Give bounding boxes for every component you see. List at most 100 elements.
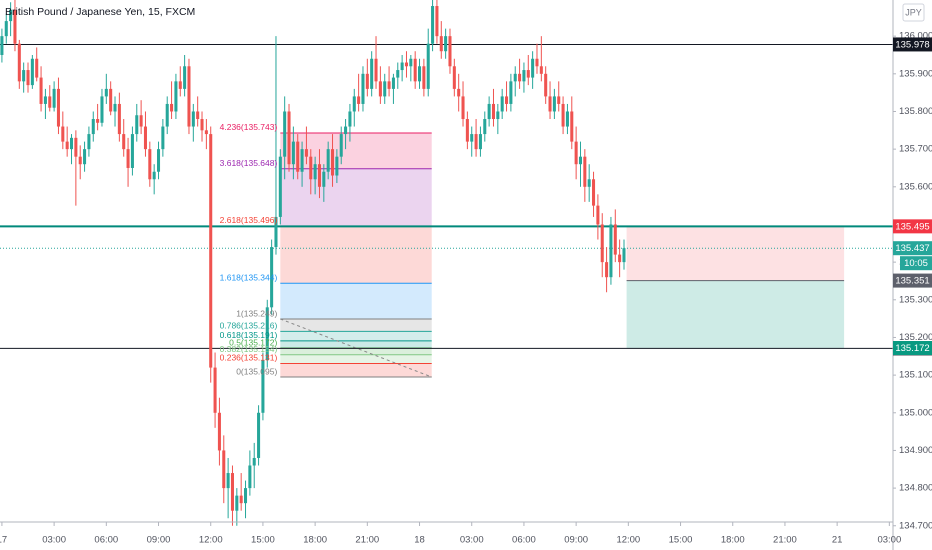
candle-body	[244, 488, 248, 504]
candle-body	[400, 62, 404, 71]
candle-body	[156, 149, 161, 172]
fib-zone	[280, 319, 432, 332]
current-price-tag: 135.437	[895, 243, 929, 254]
candle-body	[496, 111, 500, 120]
candle-body	[204, 130, 208, 135]
candle-body	[39, 77, 43, 104]
candle-body	[165, 103, 169, 127]
hline-price-tag-bg	[893, 37, 932, 52]
x-tick-label: 09:00	[564, 535, 588, 546]
candle-body	[287, 111, 291, 165]
candle-body	[431, 6, 435, 44]
x-tick-label: 03:00	[42, 535, 66, 546]
candle-body	[435, 6, 439, 37]
candle-body	[135, 115, 139, 135]
candle-body	[191, 111, 195, 127]
candle-body	[117, 103, 121, 135]
fib-label: 4.236(135.743)	[220, 122, 278, 132]
candle-body	[43, 96, 47, 104]
fib-zone	[280, 348, 432, 355]
x-tick-label: 12:00	[199, 535, 223, 546]
chart-title: British Pound / Japanese Yen, 15, FXCM	[5, 6, 195, 18]
candle-body	[152, 171, 156, 180]
x-tick-label: 18:00	[721, 535, 745, 546]
candle-body	[548, 96, 552, 112]
candle-body	[274, 216, 278, 248]
candle-body	[526, 70, 530, 78]
candle-body	[592, 179, 596, 206]
candle-body	[404, 62, 409, 67]
candle-body	[539, 66, 543, 74]
currency-button[interactable]	[902, 3, 925, 22]
candle-body	[91, 119, 95, 135]
candle-body	[357, 96, 361, 104]
y-tick-label: 135.700	[899, 144, 932, 155]
candle-body	[265, 307, 269, 361]
candle-body	[230, 473, 234, 511]
candle-body	[235, 495, 239, 511]
fib-label: 0(135.095)	[236, 366, 277, 376]
candle-body	[300, 149, 304, 172]
candle-body	[600, 224, 604, 263]
candle-body	[257, 412, 261, 458]
fib-label: 0.618(135.191)	[220, 330, 278, 340]
candle-body	[561, 103, 565, 127]
candle-body	[374, 58, 378, 82]
y-tick-label: 134.900	[899, 445, 932, 456]
candle-body	[122, 134, 126, 150]
x-tick-label: 03:00	[460, 535, 484, 546]
fib-label: 1.618(135.344)	[220, 272, 278, 282]
target-price-tag: 135.172	[895, 343, 929, 354]
candle-body	[113, 103, 117, 112]
stop-price-tag-bg	[893, 219, 932, 234]
x-tick-label: 18	[414, 535, 425, 546]
countdown: 10:05	[904, 258, 928, 269]
candle-body	[17, 43, 21, 82]
candle-body	[248, 465, 252, 489]
candle-body	[505, 96, 509, 104]
candle-body	[100, 96, 104, 123]
candle-body	[9, 9, 13, 22]
candle-body	[22, 70, 26, 82]
candle-body	[213, 367, 217, 413]
fib-label: 0.5(135.172)	[229, 337, 277, 347]
candle-body	[143, 126, 147, 150]
candle-body	[174, 81, 178, 112]
currency-label[interactable]: JPY	[905, 7, 922, 17]
candle-body	[261, 360, 265, 413]
candle-body	[570, 111, 574, 142]
candle-body	[226, 473, 230, 489]
candle-body	[478, 134, 482, 150]
y-tick-label: 135.100	[899, 370, 932, 381]
candle-body	[52, 88, 56, 108]
candle-body	[331, 149, 335, 176]
x-tick-label: 06:00	[512, 535, 536, 546]
candle-body	[170, 103, 174, 112]
candle-body	[613, 224, 617, 255]
candle-body	[309, 156, 313, 180]
candle-body	[252, 457, 256, 466]
candle-body	[296, 141, 300, 172]
candle-body	[422, 66, 426, 89]
candle-body	[461, 96, 465, 120]
candle-body	[378, 81, 382, 97]
candle-body	[605, 262, 609, 278]
candle-body	[126, 149, 130, 168]
x-tick-label: 09:00	[147, 535, 171, 546]
position-stop-zone	[626, 226, 845, 281]
x-tick-label: 18:00	[303, 535, 327, 546]
candle-body	[465, 119, 469, 142]
current-price-tag-bg	[893, 241, 932, 256]
y-tick-label: 135.600	[899, 181, 932, 192]
candle-body	[470, 134, 474, 142]
candle-body	[209, 134, 213, 368]
candle-body	[344, 126, 348, 135]
candle-body	[26, 70, 30, 86]
y-tick-label: 136.000	[899, 31, 932, 42]
candle-body	[587, 179, 591, 187]
fib-zone	[280, 331, 432, 341]
x-tick-label: 15:00	[251, 535, 275, 546]
x-tick-label: 06:00	[94, 535, 118, 546]
candle-body	[283, 111, 287, 157]
